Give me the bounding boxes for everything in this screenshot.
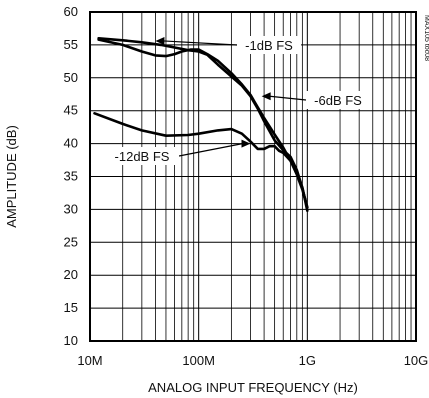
annotation-label-bg: [105, 147, 179, 165]
annotation-label: -6dB FS: [314, 93, 362, 108]
annotation-label-bg: [237, 36, 301, 54]
x-axis-label: ANALOG INPUT FREQUENCY (Hz): [148, 380, 358, 395]
x-tick-label: 10M: [77, 353, 102, 368]
annotation-arrow-line: [163, 40, 238, 46]
y-tick-label: 25: [64, 234, 78, 249]
series-line-1db-fs: [97, 37, 309, 209]
y-axis-label: AMPLITUDE (dB): [4, 125, 19, 228]
annotation-label: -1dB FS: [245, 38, 293, 53]
document-id: MAX105 toc08: [423, 15, 429, 61]
y-tick-label: 15: [64, 300, 78, 315]
y-tick-label: 40: [64, 136, 78, 151]
annotation-arrow-line: [178, 143, 243, 157]
x-tick-label: 100M: [182, 353, 215, 368]
annotation-arrow-head: [155, 36, 165, 45]
series-layer: [93, 37, 309, 212]
y-tick-labels: 10 15 20 25 30 35 40 45 50 55 60: [64, 4, 78, 348]
y-tick-label: 50: [64, 70, 78, 85]
y-tick-label: 10: [64, 333, 78, 348]
series-line-6db-fs: [97, 38, 309, 209]
y-tick-label: 30: [64, 201, 78, 216]
annotation-arrow-line: [269, 95, 307, 101]
y-tick-label: 55: [64, 37, 78, 52]
annotation-layer: -1dB FS -6dB FS -12dB FS: [105, 36, 370, 165]
x-tick-label: 10G: [404, 353, 429, 368]
x-tick-labels: 10M 100M 1G 10G: [77, 353, 428, 368]
y-tick-label: 35: [64, 169, 78, 184]
annotation-label: -12dB FS: [115, 149, 170, 164]
y-tick-label: 45: [64, 103, 78, 118]
x-tick-label: 1G: [299, 353, 316, 368]
annotation-arrow-head: [241, 139, 251, 148]
grid: [90, 11, 416, 342]
annotation-arrow-head: [261, 92, 271, 101]
y-tick-label: 60: [64, 4, 78, 19]
plot-frame: [89, 11, 417, 342]
y-tick-label: 20: [64, 267, 78, 282]
annotation-label-bg: [306, 91, 370, 109]
series-line-12db-fs: [93, 112, 309, 212]
